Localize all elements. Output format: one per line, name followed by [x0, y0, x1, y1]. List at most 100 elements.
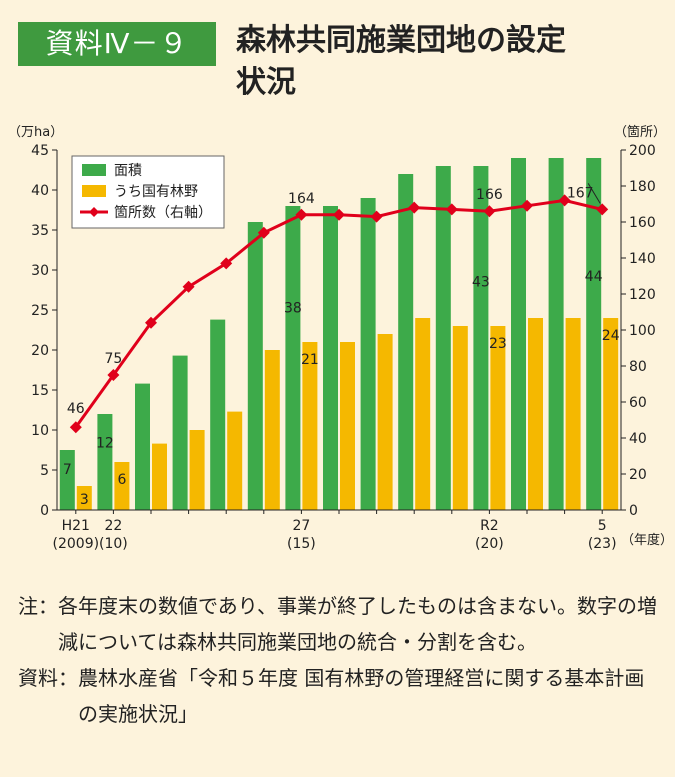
bar-area — [172, 355, 188, 510]
x-axis-unit: （年度） — [621, 532, 673, 548]
data-label: 43 — [472, 274, 490, 290]
x-tick-sublabel: (23) — [588, 536, 617, 552]
left-tick-label: 25 — [31, 303, 49, 319]
bar-area — [548, 158, 564, 510]
right-tick-label: 120 — [629, 287, 656, 303]
bar-national-forest — [490, 326, 506, 510]
figure-badge: 資料Ⅳ－９ — [18, 22, 216, 66]
x-tick-sublabel: (15) — [287, 536, 316, 552]
bar-area — [285, 206, 301, 510]
x-tick-sublabel: (10) — [99, 536, 128, 552]
data-label: 7 — [63, 462, 72, 478]
bar-national-forest — [565, 318, 581, 510]
right-tick-label: 140 — [629, 251, 656, 267]
right-tick-label: 80 — [629, 359, 647, 375]
x-tick-label: 27 — [292, 518, 310, 534]
note-body: 各年度末の数値であり、事業が終了したものは含まない。数字の増減については森林共同… — [58, 594, 657, 654]
data-label: 6 — [117, 472, 126, 488]
left-axis-unit: （万ha） — [8, 125, 63, 140]
right-axis-unit: （箇所） — [614, 124, 666, 140]
x-tick-label: 22 — [104, 518, 122, 534]
bar-area — [435, 166, 451, 510]
line-marker — [69, 421, 82, 434]
bar-national-forest — [452, 326, 468, 510]
left-tick-label: 5 — [40, 463, 49, 479]
bars-layer — [59, 158, 619, 510]
source-row: 資料： 農林水産省「令和５年度 国有林野の管理経営に関する基本計画の実施状況」 — [18, 660, 658, 732]
chart-title-line1: 森林共同施業団地の設定 — [236, 23, 566, 58]
legend-item-area-swatch — [82, 164, 106, 176]
line-marker — [220, 257, 233, 270]
axes-layer: 0510152025303540450204060801001201401601… — [8, 124, 673, 552]
legend-item-national-forest-swatch — [82, 185, 106, 197]
bar-national-forest — [114, 462, 130, 510]
data-label: 44 — [585, 269, 603, 285]
line-marker — [596, 203, 609, 216]
source-head: 資料： — [18, 666, 78, 690]
data-label: 46 — [67, 401, 85, 417]
line-marker — [445, 203, 458, 216]
bar-area — [323, 206, 338, 510]
line-marker — [483, 205, 496, 218]
data-label: 21 — [301, 352, 319, 368]
bar-national-forest — [415, 318, 431, 510]
line-marker — [370, 210, 383, 223]
bar-area — [59, 450, 75, 510]
left-tick-label: 0 — [40, 503, 49, 519]
line-marker — [107, 369, 120, 381]
notes: 注： 各年度末の数値であり、事業が終了したものは含まない。数字の増減については森… — [18, 588, 658, 732]
right-tick-label: 0 — [629, 503, 638, 519]
combo-chart: 0510152025303540450204060801001201401601… — [8, 124, 673, 552]
line-marker — [182, 280, 195, 293]
bar-area — [97, 414, 113, 510]
left-tick-label: 20 — [31, 343, 49, 359]
bar-national-forest — [302, 342, 318, 510]
right-tick-label: 100 — [629, 323, 656, 339]
chart-title-line2: 状況 — [236, 65, 296, 100]
legend-item-area-label: 面積 — [114, 163, 142, 179]
legend-item-national-forest-label: うち国有林野 — [114, 184, 198, 200]
note-row: 注： 各年度末の数値であり、事業が終了したものは含まない。数字の増減については森… — [18, 588, 658, 660]
data-label: 166 — [476, 187, 503, 203]
bar-national-forest — [377, 334, 393, 510]
line-marker — [145, 316, 157, 329]
label-leader-line — [587, 183, 601, 204]
bar-national-forest — [264, 350, 280, 510]
right-tick-label: 60 — [629, 395, 647, 411]
x-tick-sublabel: (2009) — [53, 536, 100, 552]
line-marker — [257, 226, 270, 239]
bar-national-forest — [152, 443, 167, 510]
data-labels-layer: 7 12 38 43 44 3 6 21 23 24 46 75 164 166 167 — [63, 183, 620, 508]
line-marker — [408, 201, 421, 214]
left-tick-label: 30 — [31, 263, 49, 279]
left-tick-label: 35 — [31, 223, 49, 239]
bar-national-forest — [528, 318, 543, 510]
data-label: 75 — [104, 351, 122, 367]
data-label: 167 — [567, 185, 594, 201]
left-tick-label: 15 — [31, 383, 49, 399]
line-marker — [558, 194, 571, 207]
left-tick-label: 45 — [31, 143, 49, 159]
x-tick-label: R2 — [480, 518, 499, 534]
data-label: 24 — [602, 328, 620, 344]
line-marker — [295, 208, 308, 221]
left-tick-label: 10 — [31, 423, 49, 439]
data-label: 38 — [284, 300, 302, 316]
line-layer — [69, 194, 609, 434]
bar-national-forest — [603, 318, 619, 510]
bar-area — [360, 198, 376, 510]
source-body: 農林水産省「令和５年度 国有林野の管理経営に関する基本計画の実施状況」 — [78, 666, 645, 726]
x-tick-label: 5 — [598, 518, 607, 534]
bar-area — [473, 166, 489, 510]
line-marker — [333, 208, 345, 221]
bar-area — [511, 158, 526, 510]
line-marker — [521, 199, 533, 212]
bar-national-forest — [340, 342, 355, 510]
legend-item-count-label: 箇所数（右軸） — [114, 204, 212, 221]
left-tick-label: 40 — [31, 183, 49, 199]
bar-area — [247, 222, 263, 510]
right-tick-label: 160 — [629, 215, 656, 231]
bar-area — [398, 174, 414, 510]
data-label: 12 — [96, 436, 114, 452]
